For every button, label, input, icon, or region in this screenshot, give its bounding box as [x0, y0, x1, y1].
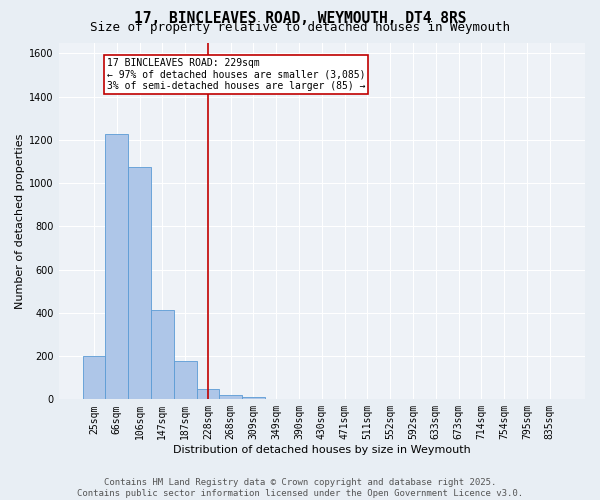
Text: 17, BINCLEAVES ROAD, WEYMOUTH, DT4 8RS: 17, BINCLEAVES ROAD, WEYMOUTH, DT4 8RS: [134, 11, 466, 26]
Y-axis label: Number of detached properties: Number of detached properties: [15, 133, 25, 308]
Bar: [242, 397, 265, 400]
Text: 17 BINCLEAVES ROAD: 229sqm
← 97% of detached houses are smaller (3,085)
3% of se: 17 BINCLEAVES ROAD: 229sqm ← 97% of deta…: [107, 58, 365, 91]
Bar: [151, 310, 174, 400]
Bar: [174, 362, 197, 400]
Bar: [219, 395, 242, 400]
X-axis label: Distribution of detached houses by size in Weymouth: Distribution of detached houses by size …: [173, 445, 471, 455]
Bar: [197, 388, 219, 400]
Bar: [83, 356, 106, 400]
Bar: [106, 134, 128, 400]
Bar: [128, 167, 151, 400]
Text: Contains HM Land Registry data © Crown copyright and database right 2025.
Contai: Contains HM Land Registry data © Crown c…: [77, 478, 523, 498]
Text: Size of property relative to detached houses in Weymouth: Size of property relative to detached ho…: [90, 22, 510, 35]
